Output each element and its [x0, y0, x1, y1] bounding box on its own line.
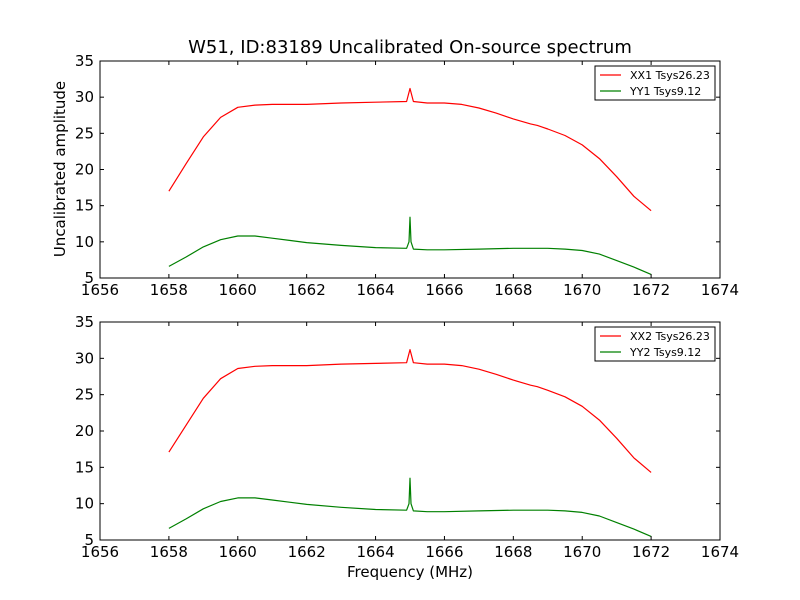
x-tick-label: 1672 — [632, 281, 670, 299]
x-tick-label: 1666 — [425, 543, 463, 561]
y-tick-label: 30 — [75, 349, 94, 367]
y-tick-label: 35 — [75, 313, 94, 331]
x-tick-label: 1672 — [632, 543, 670, 561]
x-tick-label: 1660 — [219, 543, 257, 561]
y-tick-label: 35 — [75, 52, 94, 70]
y-tick-label: 15 — [75, 197, 94, 215]
x-tick-label: 1668 — [494, 543, 532, 561]
x-tick-label: 1664 — [356, 543, 394, 561]
legend-label: XX2 Tsys26.23 — [630, 330, 710, 343]
x-tick-label: 1658 — [150, 543, 188, 561]
series-line-xx-panel-0 — [168, 87, 652, 212]
figure-title: W51, ID:83189 Uncalibrated On-source spe… — [188, 37, 632, 58]
legend-panel-0: XX1 Tsys26.23 YY1 Tsys9.12 — [594, 65, 716, 101]
legend-box — [594, 326, 716, 362]
series-line-yy-panel-1 — [168, 477, 652, 537]
legend-label: XX1 Tsys26.23 — [630, 69, 710, 82]
y-tick-label: 5 — [84, 531, 94, 549]
legend-label: YY2 Tsys9.12 — [629, 346, 701, 359]
x-tick-label: 1656 — [81, 543, 119, 561]
y-tick-label: 25 — [75, 386, 94, 404]
panel-top: Uncalibrated amplitude 1656 1658 1660 1662 1… — [51, 52, 739, 299]
x-tick-label: 1674 — [701, 543, 739, 561]
x-axis-label-bottom: Frequency (MHz) — [347, 563, 473, 581]
y-tick-label: 20 — [75, 422, 94, 440]
x-tick-label: 1666 — [425, 281, 463, 299]
legend-panel-1: XX2 Tsys26.23 YY2 Tsys9.12 — [594, 326, 716, 362]
y-tick-label: 5 — [84, 269, 94, 287]
series-line-xx-panel-1 — [168, 349, 652, 473]
x-tick-label: 1670 — [563, 281, 601, 299]
panel-bottom: Frequency (MHz) 1656 1658 1660 1662 1664 1666… — [75, 313, 739, 581]
x-tick-label: 1662 — [288, 281, 326, 299]
x-tick-label: 1658 — [150, 281, 188, 299]
y-tick-label: 15 — [75, 458, 94, 476]
x-tick-label: 1662 — [288, 543, 326, 561]
x-tick-label: 1670 — [563, 543, 601, 561]
y-tick-label: 30 — [75, 88, 94, 106]
y-tick-label: 20 — [75, 161, 94, 179]
legend-label: YY1 Tsys9.12 — [629, 85, 701, 98]
x-tick-label: 1656 — [81, 281, 119, 299]
x-tick-label: 1668 — [494, 281, 532, 299]
y-tick-label: 25 — [75, 124, 94, 142]
x-tick-label: 1664 — [356, 281, 394, 299]
x-tick-label: 1674 — [701, 281, 739, 299]
y-tick-label: 10 — [75, 495, 94, 513]
y-tick-label: 10 — [75, 233, 94, 251]
x-tick-label: 1660 — [219, 281, 257, 299]
legend-box — [594, 65, 716, 101]
y-axis-label-top: Uncalibrated amplitude — [51, 81, 69, 257]
series-line-yy-panel-0 — [168, 216, 652, 275]
